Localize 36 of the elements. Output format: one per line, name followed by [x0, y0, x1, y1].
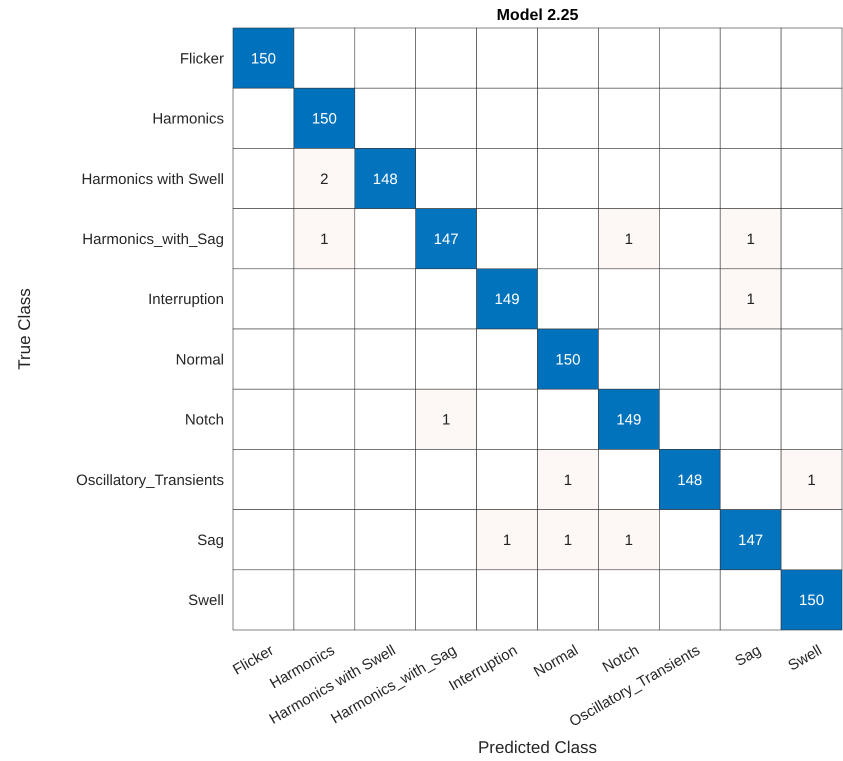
data-label: 1 — [564, 472, 572, 489]
y-tick-label: Oscillatory_Transients — [76, 472, 224, 489]
x-axis-title: Predicted Class — [478, 738, 598, 757]
y-tick-label: Normal — [176, 351, 224, 368]
data-label: 150 — [250, 50, 276, 68]
data-label: 1 — [746, 291, 755, 308]
data-label: 148 — [372, 170, 398, 188]
data-label: 150 — [799, 592, 824, 610]
y-tick-label: Harmonics — [152, 110, 224, 128]
data-label: 147 — [738, 532, 764, 549]
data-label: 150 — [555, 351, 580, 368]
x-tick-label: Swell — [785, 642, 825, 674]
data-label: 1 — [807, 472, 816, 489]
y-axis-title: True Class — [15, 288, 34, 370]
y-tick-label: Sag — [197, 532, 224, 549]
y-tick-label: Notch — [184, 412, 224, 429]
data-label: 1 — [624, 532, 634, 549]
y-tick-label: Swell — [188, 592, 224, 610]
data-label: 2 — [320, 170, 329, 188]
chart-title: Model 2.25 — [496, 7, 578, 24]
data-label: 147 — [434, 230, 459, 248]
data-label: 1 — [746, 230, 755, 248]
data-label: 150 — [312, 110, 337, 128]
data-label: 1 — [624, 230, 634, 248]
y-tick-label: Harmonics_with_Sag — [82, 230, 224, 248]
data-label: 148 — [677, 472, 702, 489]
data-label: 149 — [494, 291, 520, 308]
data-label: 1 — [502, 532, 512, 549]
x-tick-label: Sag — [732, 642, 764, 670]
data-label: 1 — [564, 532, 572, 549]
y-tick-label: Harmonics with Swell — [81, 170, 224, 188]
data-label: 1 — [320, 230, 329, 248]
data-label: 149 — [616, 412, 642, 429]
y-tick-label: Interruption — [148, 291, 224, 308]
data-label: 1 — [442, 412, 450, 429]
y-tick-label: Flicker — [180, 50, 224, 68]
